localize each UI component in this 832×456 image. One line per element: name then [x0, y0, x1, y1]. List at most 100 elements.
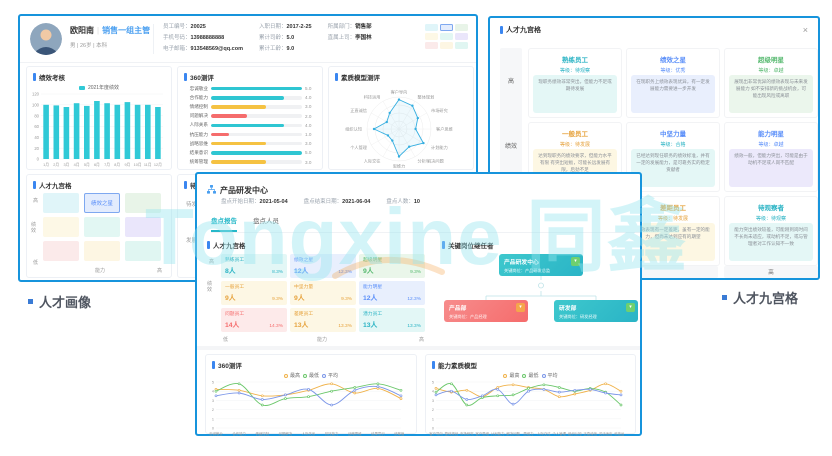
- mini-grid-cell: [425, 42, 438, 49]
- svg-text:分析/解决问题: 分析/解决问题: [418, 158, 445, 165]
- legend-item-最高: 最高: [503, 372, 519, 379]
- svg-text:正直诚信: 正直诚信: [350, 107, 367, 114]
- svg-text:10月: 10月: [134, 162, 142, 167]
- svg-text:2: 2: [212, 408, 214, 412]
- svg-text:整体规划: 整体规划: [418, 94, 435, 101]
- performance-title: 绩效考核: [39, 75, 65, 82]
- svg-text:战略思维: 战略思维: [348, 431, 362, 436]
- nine-grid-cells: 绩效之星: [43, 193, 161, 261]
- svg-text:5: 5: [432, 381, 434, 385]
- tab-review-people[interactable]: 盘点人员: [253, 218, 279, 225]
- y-axis-high: 高: [33, 198, 39, 204]
- eval360-row: 战略思维 3.0: [189, 140, 312, 147]
- avatar: [30, 23, 62, 55]
- profile-field-column: 入职日期：2017-2-25 累计司龄：5.0 累计工龄：9.0: [259, 22, 312, 52]
- profile-field: 累计司龄：5.0: [258, 35, 295, 41]
- nine-grid-highlight-button[interactable]: 绩效之星: [84, 193, 120, 213]
- grid-card-能力明星: 能力明星 等级：卓越 绩效一般，但能力突出，可能是由于动机不足或人岗不匹配: [724, 122, 818, 192]
- tab-bar: 盘点报告 盘点人员: [211, 214, 640, 233]
- eval360-card: 360测评 忠诚敬业 5.0 合作能力 4.0 情绪控制 3.0 问题解决 2.0 人际关系 4.…: [177, 66, 323, 170]
- chart360-legend: 最高 最低 平均: [206, 372, 416, 379]
- department-title: 产品研发中心: [220, 185, 268, 195]
- org-icon: [207, 181, 216, 199]
- mini-grid-cell: [440, 42, 453, 49]
- grid-card-中坚力量: 中坚力量 等级：合格 已经达到现任职务的绩效标准，并有一定的发展能力，是可靠务实的稳…: [626, 122, 720, 192]
- axis-ability: 能力: [317, 337, 328, 343]
- expand-icon[interactable]: ▾: [516, 303, 525, 312]
- mini-grid-cell: [440, 33, 453, 40]
- org-node-product: 产品部 关键岗位：产品经理 ▾: [444, 300, 528, 322]
- svg-text:情绪控制: 情绪控制: [256, 431, 270, 436]
- legend-label: 2021年度绩效: [87, 85, 120, 91]
- nine-grid-cell: [125, 193, 161, 213]
- axis-corner-low: 低: [33, 260, 39, 266]
- svg-text:组织认知: 组织认知: [568, 431, 582, 436]
- mini-grid-cell: [425, 33, 438, 40]
- legend-item-平均: 平均: [322, 372, 338, 379]
- grid-card-待观察者: 待观察者 等级：待观察 能力突出绩效较差，可能刚到岗时间不长尚未适应，或动机不足，或…: [724, 196, 818, 266]
- svg-text:100: 100: [32, 102, 40, 107]
- profile-field: 手机号码：13988888888: [163, 35, 225, 41]
- svg-text:1: 1: [432, 417, 434, 421]
- divider: [153, 24, 154, 54]
- grid-cell-绩效之星: 绩效之星 12人 12.3%: [290, 254, 356, 278]
- succession-title: 关键岗位继任者: [448, 243, 494, 250]
- chart-model-legend: 最高 最低 平均: [426, 372, 635, 379]
- profile-field: 电子邮箱：913548569@qq.com: [163, 46, 243, 52]
- performance-card: 绩效考核 2021年度绩效 0 20 40 60 80 100 120 1月 2月 3月 4月 5月 6…: [26, 66, 172, 170]
- svg-text:80: 80: [34, 113, 39, 118]
- axis-high: 高: [209, 259, 215, 265]
- svg-text:个人管理: 个人管理: [553, 431, 567, 436]
- nine-grid-cell: [125, 217, 161, 237]
- profile-field-column: 员工编号：20025 手机号码：13988888888 电子邮箱：913548569…: [163, 22, 243, 52]
- right-panel-title: 人才九宫格: [506, 27, 541, 34]
- svg-text:20: 20: [34, 146, 39, 151]
- axis-high-x: 高: [419, 337, 425, 343]
- nine-grid-cell: [84, 217, 120, 237]
- grid-cell-差距员工: 差距员工 13人 13.3%: [290, 308, 356, 332]
- chart-model-title: 能力素质模型: [438, 363, 477, 370]
- tab-review-report[interactable]: 盘点报告: [211, 214, 237, 232]
- svg-text:问题解决: 问题解决: [279, 431, 293, 436]
- department-review-window: 产品研发中心 盘点开始日期：2021-05-04 盘点结束日期：2021-06-…: [195, 172, 642, 436]
- svg-text:计划能力: 计划能力: [491, 431, 505, 436]
- chart360-line-chart: 0 1 2 3 4 5 忠诚敬业 合作能力 情绪控制 问题解决 人际关系 抗压能力 战略思维 结果意识 统筹…: [206, 379, 416, 442]
- mini-grid-cell: [455, 33, 468, 40]
- eval360-row: 人际关系 4.0: [189, 122, 312, 128]
- profile-fields: 员工编号：20025 手机号码：13988888888 电子邮箱：913548569…: [163, 22, 372, 52]
- eval360-title: 360测评: [190, 75, 214, 82]
- expand-icon[interactable]: ▾: [571, 257, 580, 266]
- svg-text:5月: 5月: [84, 162, 90, 167]
- svg-text:3月: 3月: [63, 162, 69, 167]
- svg-text:客户思维: 客户思维: [436, 126, 453, 133]
- caption-nine-grid: 人才九宫格: [722, 288, 798, 307]
- svg-text:1: 1: [212, 417, 214, 421]
- svg-text:3: 3: [432, 399, 434, 403]
- nine-grid-cell: [43, 193, 79, 213]
- svg-text:思维力: 思维力: [393, 163, 406, 170]
- mini-grid-cell: [455, 24, 468, 31]
- nine-grid-thumbnail[interactable]: [425, 24, 468, 49]
- svg-text:7月: 7月: [104, 162, 110, 167]
- y-axis-label: 绩效: [31, 222, 37, 234]
- x-axis-label: 能力: [95, 268, 106, 274]
- nine-grid-cell: [43, 217, 79, 237]
- svg-text:120: 120: [32, 92, 40, 97]
- x-axis-high: 高: [157, 268, 163, 274]
- expand-icon[interactable]: ▾: [626, 303, 635, 312]
- mini-grid-cell: [440, 24, 453, 31]
- profile-field: 所属部门：销售部: [327, 24, 372, 30]
- grid-cell-熟练员工: 熟练员工 8人 8.3%: [221, 254, 287, 278]
- employee-meta: 男 | 26岁 | 本科: [70, 43, 108, 49]
- caption-talent-portrait: 人才画像: [28, 292, 91, 311]
- close-icon[interactable]: ×: [802, 24, 808, 35]
- svg-text:科技运用: 科技运用: [614, 431, 624, 436]
- svg-text:组织认知: 组织认知: [345, 126, 362, 133]
- svg-text:6月: 6月: [94, 162, 100, 167]
- svg-text:客户导向: 客户导向: [391, 89, 408, 96]
- nine-grid-title: 人才九宫格: [39, 183, 72, 190]
- svg-text:计划能力: 计划能力: [431, 144, 448, 151]
- performance-bar-chart: 0 20 40 60 80 100 120 1月 2月 3月 4月 5月 6月 7月 8月 9月 10月 11月 1…: [27, 91, 171, 174]
- svg-text:5: 5: [212, 381, 214, 385]
